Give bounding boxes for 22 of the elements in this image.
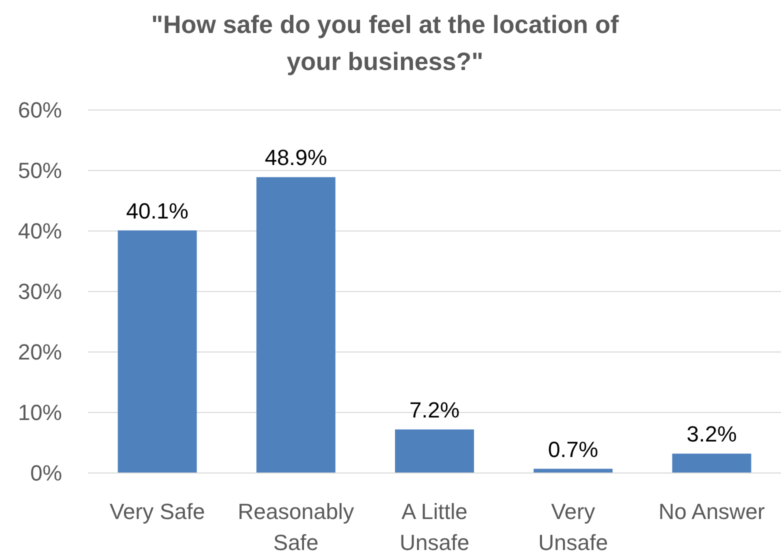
y-tick-label: 10% [18,400,62,426]
x-tick-label: Very Safe [110,499,205,524]
y-tick-label: 20% [18,340,62,365]
y-tick-label: 30% [18,279,62,304]
bar [118,230,197,473]
x-tick-label: No Answer [658,499,765,524]
x-tick-label: Very Unsafe [538,499,608,555]
x-tick-label: A Little Unsafe [400,499,470,555]
bar [672,454,752,473]
data-label: 7.2% [409,397,460,422]
data-label: 48.9% [264,145,328,170]
y-tick-label: 40% [18,218,62,244]
bar [395,429,474,473]
bar [256,177,336,473]
data-label: 40.1% [126,198,188,224]
y-tick-label: 0% [30,460,62,486]
data-label: 0.7% [548,436,598,462]
data-label: 3.2% [686,422,737,447]
y-tick-label: 50% [18,158,62,184]
chart-title: "How safe do you feel at the location of your business?" [151,11,620,76]
x-tick-label: Reasonably Safe [238,499,354,555]
y-tick-label: 60% [18,98,62,123]
